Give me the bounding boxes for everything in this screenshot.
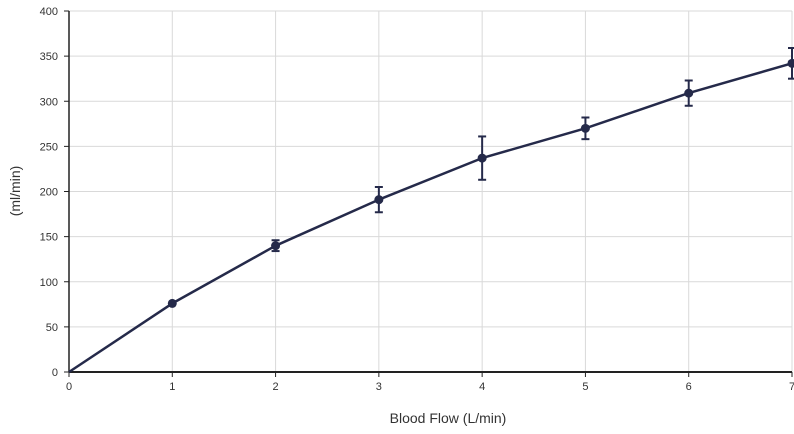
data-point — [374, 195, 384, 205]
x-tick-label: 3 — [376, 381, 382, 393]
tick-labels: 0 50 100 150 200 250 300 350 400 0 1 2 3 4 5 6 7 — [40, 6, 794, 393]
data-point — [684, 88, 694, 98]
x-tick-label: 0 — [66, 381, 72, 393]
y-tick-label: 400 — [40, 6, 58, 18]
y-tick-label: 150 — [40, 232, 58, 244]
data-point — [787, 58, 794, 68]
y-tick-label: 100 — [40, 277, 58, 289]
x-tick-label: 6 — [686, 381, 692, 393]
x-tick-label: 5 — [582, 381, 588, 393]
axes — [64, 10, 793, 377]
x-tick-label: 4 — [479, 381, 485, 393]
x-tick-label: 2 — [273, 381, 279, 393]
data-point — [477, 153, 487, 163]
data-point — [580, 123, 590, 133]
y-tick-label: 0 — [52, 367, 58, 379]
y-tick-label: 200 — [40, 187, 58, 199]
x-tick-label: 7 — [789, 381, 794, 393]
series-line — [68, 62, 793, 374]
grid — [69, 10, 793, 372]
y-tick-label: 350 — [40, 51, 58, 63]
y-tick-label: 300 — [40, 96, 58, 108]
data-point — [167, 298, 177, 308]
data-point — [271, 241, 281, 251]
x-tick-label: 1 — [169, 381, 175, 393]
y-tick-label: 250 — [40, 141, 58, 153]
y-axis-title: (ml/min) — [7, 166, 23, 217]
y-tick-label: 50 — [46, 322, 58, 334]
series — [68, 47, 794, 374]
x-axis-title: Blood Flow (L/min) — [390, 410, 507, 426]
